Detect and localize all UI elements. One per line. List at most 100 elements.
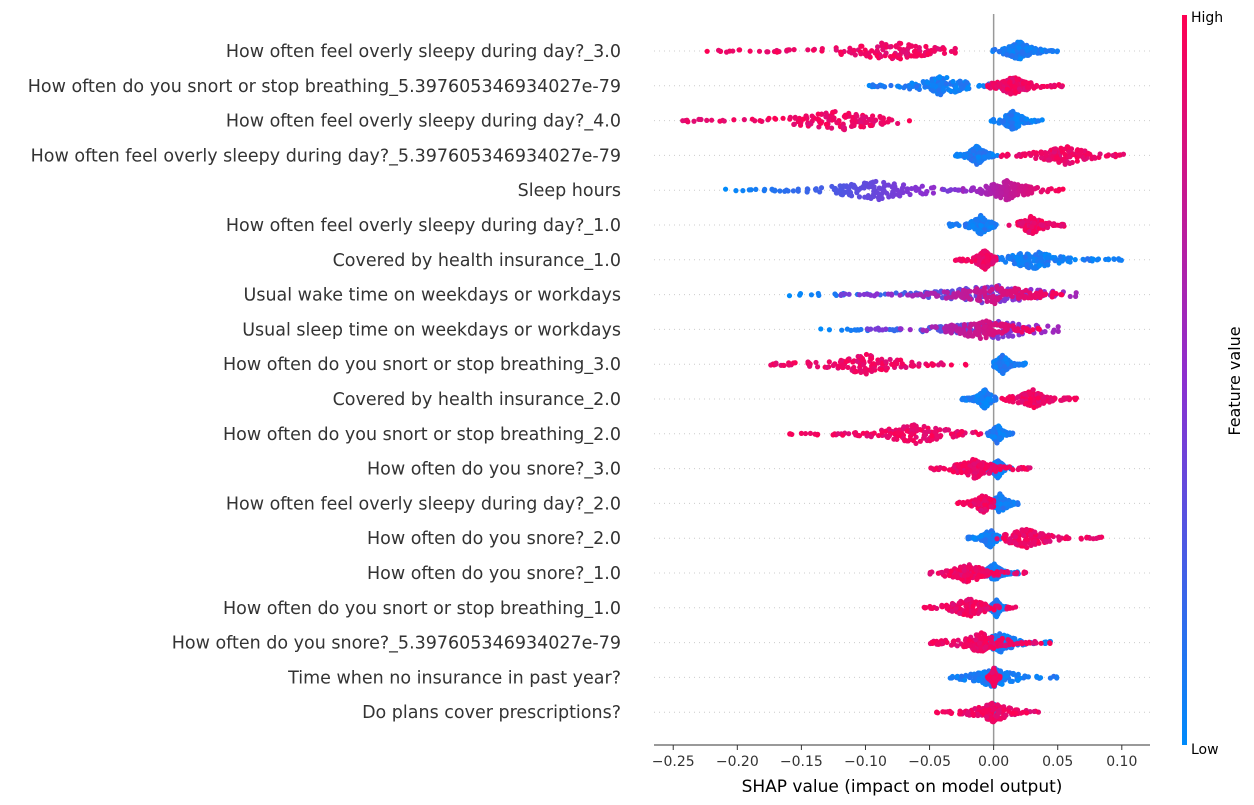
shap-point <box>1018 362 1024 368</box>
shap-point <box>1019 116 1025 123</box>
shap-point <box>852 184 858 190</box>
shap-point <box>1015 116 1021 122</box>
shap-point <box>774 49 780 55</box>
shap-point <box>1004 86 1010 92</box>
shap-point <box>1016 86 1023 92</box>
shap-point <box>899 431 905 437</box>
shap-point <box>887 44 893 50</box>
shap-point <box>685 119 691 125</box>
shap-point <box>1038 84 1044 90</box>
shap-point <box>904 186 910 192</box>
shap-point <box>995 603 1001 609</box>
shap-point <box>1016 123 1022 129</box>
shap-point <box>963 362 969 368</box>
shap-point <box>854 188 860 194</box>
shap-point <box>894 361 900 367</box>
shap-point <box>944 74 950 81</box>
shap-point <box>858 124 864 130</box>
shap-point <box>935 91 941 97</box>
shap-point <box>1054 49 1060 55</box>
shap-point <box>787 431 793 437</box>
shap-point <box>923 43 929 50</box>
shap-point <box>921 80 927 86</box>
shap-point <box>1010 323 1016 329</box>
shap-point <box>854 358 860 364</box>
shap-point <box>1019 329 1025 335</box>
shap-point <box>1001 363 1007 369</box>
shap-point <box>791 47 797 53</box>
shap-point <box>991 464 997 470</box>
shap-point <box>1039 47 1045 53</box>
shap-point <box>1105 257 1112 263</box>
shap-point <box>1001 78 1007 84</box>
shap-point <box>870 82 876 88</box>
shap-point <box>958 469 964 475</box>
shap-point <box>974 286 980 292</box>
shap-point <box>838 292 844 298</box>
shap-point <box>956 187 962 193</box>
shap-point <box>1008 119 1015 126</box>
shap-point <box>984 258 990 264</box>
shap-point <box>883 50 889 56</box>
shap-point <box>919 191 926 197</box>
shap-point <box>846 291 852 297</box>
shap-point <box>1023 527 1029 533</box>
shap-point <box>957 78 963 84</box>
shap-point <box>927 438 933 444</box>
shap-point <box>1025 218 1031 224</box>
shap-point <box>1011 183 1017 189</box>
shap-point <box>955 500 961 507</box>
shap-point <box>977 607 983 613</box>
shap-point <box>1020 42 1026 48</box>
shap-point <box>952 50 958 56</box>
shap-point <box>1030 229 1037 235</box>
shap-point <box>988 327 995 333</box>
shap-point <box>1043 48 1049 54</box>
shap-point <box>998 648 1004 654</box>
shap-point <box>961 573 968 579</box>
shap-point <box>965 596 972 603</box>
shap-point <box>936 74 942 81</box>
shap-point <box>1073 395 1079 402</box>
shap-point <box>983 294 989 301</box>
shap-point <box>950 601 957 607</box>
shap-point <box>1094 257 1101 263</box>
shap-point <box>1022 466 1028 472</box>
shap-point <box>952 89 958 95</box>
shap-point <box>756 48 763 54</box>
shap-point <box>973 397 980 403</box>
shap-point <box>967 468 973 474</box>
shap-point <box>964 257 970 263</box>
shap-point <box>961 567 967 573</box>
shap-point <box>696 116 702 123</box>
shap-point <box>1015 466 1021 473</box>
shap-point <box>941 186 947 193</box>
shap-point <box>996 329 1002 335</box>
shap-point <box>994 190 1001 196</box>
shap-point <box>908 185 915 192</box>
shap-point <box>961 322 968 328</box>
shap-point <box>715 47 722 53</box>
shap-point <box>1043 151 1049 157</box>
shap-point <box>1090 536 1096 542</box>
shap-point <box>879 366 885 373</box>
shap-point <box>1046 220 1052 226</box>
shap-point <box>963 188 969 194</box>
shap-point <box>824 364 830 371</box>
shap-point <box>1037 294 1043 301</box>
shap-point <box>916 361 922 367</box>
shap-point <box>935 362 942 368</box>
shap-point <box>853 368 859 375</box>
shap-point <box>982 539 988 545</box>
shap-point <box>1003 188 1010 194</box>
shap-point <box>826 327 833 333</box>
shap-point <box>984 606 990 612</box>
shap-point <box>890 193 896 199</box>
shap-point <box>1031 49 1037 55</box>
shap-point <box>1005 569 1011 576</box>
shap-point <box>947 323 953 329</box>
shap-point <box>986 319 993 325</box>
shap-point <box>978 231 984 237</box>
shap-point <box>786 293 793 299</box>
